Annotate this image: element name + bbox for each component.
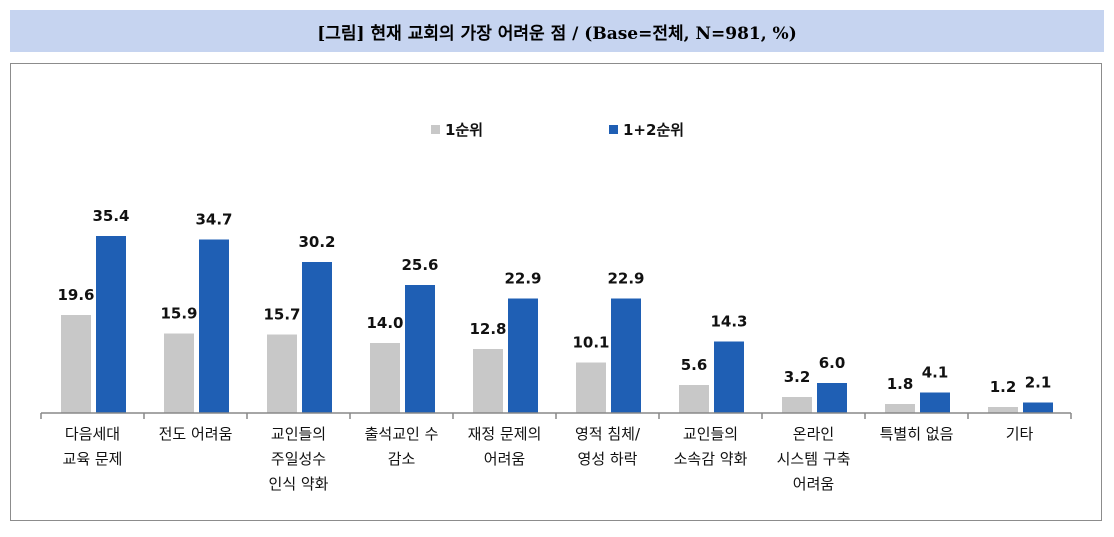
- category-label-8: 온라인 시스템 구축 어려움: [777, 425, 851, 493]
- bar-s1-10: [988, 407, 1018, 413]
- value-label-s1-7: 5.6: [681, 356, 708, 374]
- bar-s2-8: [817, 383, 847, 413]
- bar-chart: 1순위 1+2순위 19.6 35.4 15.9 34.7 15.7 30.2 14.0 25.…: [40, 121, 1072, 493]
- category-label-3: 교인들의 주일성수 인식 약화: [269, 425, 329, 493]
- value-label-s2-8: 6.0: [819, 354, 846, 372]
- bar-s2-10: [1023, 402, 1053, 413]
- value-label-s2-5: 22.9: [504, 270, 541, 288]
- bar-s1-1: [61, 315, 91, 413]
- bar-s2-7: [714, 341, 744, 413]
- legend: 1순위 1+2순위: [431, 121, 684, 139]
- value-label-s1-9: 1.8: [887, 375, 914, 393]
- category-label-9: 특별히 없음: [880, 425, 954, 443]
- bar-s2-1: [96, 236, 126, 413]
- value-label-s1-10: 1.2: [990, 378, 1017, 396]
- value-label-s2-10: 2.1: [1025, 374, 1052, 392]
- legend-label-2: 1+2순위: [623, 121, 684, 139]
- bar-s2-6: [611, 298, 641, 413]
- value-label-s2-1: 35.4: [92, 207, 129, 225]
- bar-s2-4: [405, 285, 435, 413]
- value-label-s1-5: 12.8: [469, 320, 506, 338]
- value-label-s1-4: 14.0: [366, 314, 403, 332]
- bars-group: [61, 236, 1053, 413]
- legend-swatch-1: [431, 125, 440, 134]
- chart-frame: 1순위 1+2순위 19.6 35.4 15.9 34.7 15.7 30.2 14.0 25.…: [10, 63, 1102, 521]
- legend-label-1: 1순위: [445, 121, 483, 139]
- bar-s2-2: [199, 239, 229, 413]
- value-label-s2-9: 4.1: [922, 364, 949, 382]
- value-label-s1-1: 19.6: [57, 286, 94, 304]
- value-label-s2-2: 34.7: [195, 211, 232, 229]
- value-label-s1-6: 10.1: [572, 334, 609, 352]
- chart-title: [그림] 현재 교회의 가장 어려운 점 / (Base=전체, N=981, …: [317, 23, 797, 44]
- value-label-s1-2: 15.9: [160, 305, 197, 323]
- value-label-s2-7: 14.3: [710, 313, 747, 331]
- category-label-1: 다음세대 교육 문제: [63, 425, 123, 468]
- x-axis: [40, 412, 1072, 419]
- bar-s1-8: [782, 397, 812, 413]
- value-label-s2-3: 30.2: [298, 233, 335, 251]
- category-label-4: 출석교인 수 감소: [365, 425, 439, 468]
- category-label-5: 재정 문제의 어려움: [468, 425, 542, 468]
- bar-s2-9: [920, 392, 950, 413]
- bar-s1-6: [576, 362, 606, 413]
- bar-s2-3: [302, 262, 332, 413]
- category-label-2: 전도 어려움: [159, 425, 233, 443]
- category-label-10: 기타: [1006, 425, 1034, 443]
- category-label-6: 영적 침체/영성 하락: [575, 425, 641, 468]
- bar-s1-4: [370, 343, 400, 413]
- bar-s1-9: [885, 404, 915, 413]
- bar-s2-5: [508, 298, 538, 413]
- category-label-7: 교인들의 소속감 약화: [674, 425, 748, 468]
- bar-s1-2: [164, 333, 194, 413]
- value-label-s1-8: 3.2: [784, 368, 811, 386]
- value-labels-group: 19.6 35.4 15.9 34.7 15.7 30.2 14.0 25.6 12.8 22.9…: [57, 207, 1051, 396]
- chart-title-bar: [그림] 현재 교회의 가장 어려운 점 / (Base=전체, N=981, …: [10, 10, 1104, 52]
- value-label-s2-4: 25.6: [401, 256, 438, 274]
- legend-swatch-2: [609, 125, 618, 134]
- category-labels-group: 다음세대 교육 문제 전도 어려움 교인들의 주일성수 인식 약화 출석교인 수 감소 재정 문…: [63, 425, 1034, 493]
- bar-s1-3: [267, 334, 297, 413]
- bar-s1-5: [473, 349, 503, 413]
- value-label-s1-3: 15.7: [263, 306, 300, 324]
- value-label-s2-6: 22.9: [607, 270, 644, 288]
- bar-s1-7: [679, 385, 709, 413]
